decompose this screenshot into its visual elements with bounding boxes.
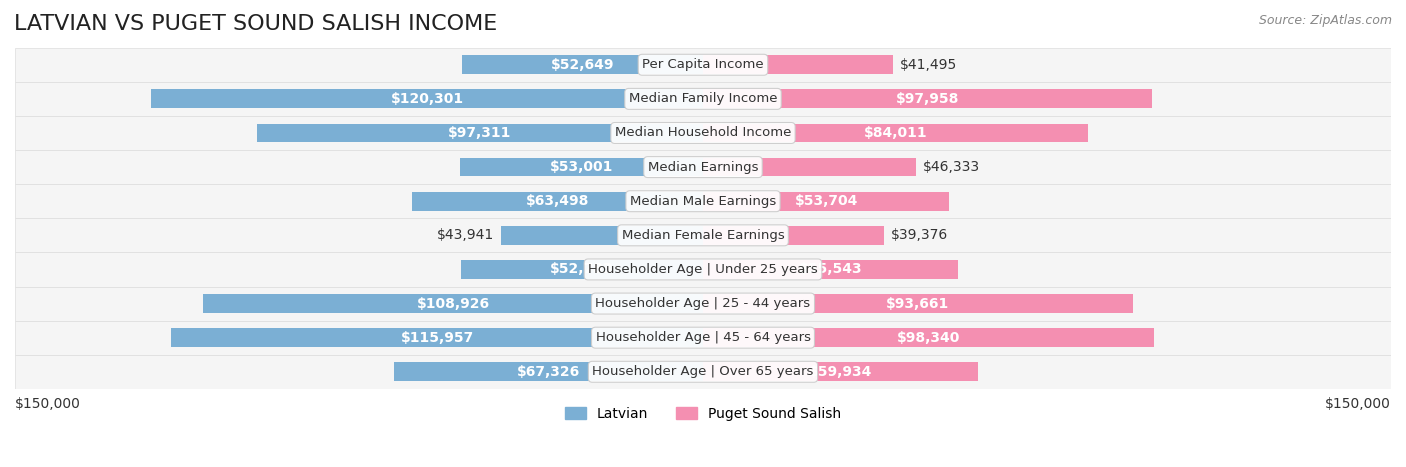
Bar xyxy=(502,226,703,245)
Text: $63,498: $63,498 xyxy=(526,194,589,208)
Bar xyxy=(204,294,703,313)
Text: Median Earnings: Median Earnings xyxy=(648,161,758,174)
Bar xyxy=(15,355,1391,389)
Text: $43,941: $43,941 xyxy=(437,228,495,242)
Bar xyxy=(703,56,893,74)
Legend: Latvian, Puget Sound Salish: Latvian, Puget Sound Salish xyxy=(560,401,846,426)
Text: $97,311: $97,311 xyxy=(449,126,512,140)
Text: Median Female Earnings: Median Female Earnings xyxy=(621,229,785,242)
Text: $93,661: $93,661 xyxy=(886,297,949,311)
Bar xyxy=(15,286,1391,321)
Bar xyxy=(15,218,1391,252)
Bar xyxy=(412,192,703,211)
Text: Householder Age | 45 - 64 years: Householder Age | 45 - 64 years xyxy=(596,331,810,344)
Text: $55,543: $55,543 xyxy=(799,262,862,276)
Text: $150,000: $150,000 xyxy=(1324,397,1391,411)
Bar xyxy=(703,192,949,211)
Bar xyxy=(15,321,1391,355)
Bar xyxy=(257,124,703,142)
Bar xyxy=(15,116,1391,150)
Bar xyxy=(460,158,703,177)
Bar xyxy=(703,158,915,177)
Text: $97,958: $97,958 xyxy=(896,92,959,106)
Text: $108,926: $108,926 xyxy=(416,297,489,311)
Text: Householder Age | Under 25 years: Householder Age | Under 25 years xyxy=(588,263,818,276)
Bar xyxy=(172,328,703,347)
Bar xyxy=(703,294,1133,313)
Text: Per Capita Income: Per Capita Income xyxy=(643,58,763,71)
Bar xyxy=(15,82,1391,116)
Text: $41,495: $41,495 xyxy=(900,58,957,72)
Bar xyxy=(152,90,703,108)
Bar xyxy=(703,362,979,381)
Bar xyxy=(394,362,703,381)
Bar xyxy=(15,252,1391,286)
Text: $52,649: $52,649 xyxy=(551,58,614,72)
Text: Median Household Income: Median Household Income xyxy=(614,127,792,140)
Text: $150,000: $150,000 xyxy=(15,397,82,411)
Text: $39,376: $39,376 xyxy=(890,228,948,242)
Text: Householder Age | Over 65 years: Householder Age | Over 65 years xyxy=(592,365,814,378)
Bar xyxy=(15,184,1391,218)
Bar xyxy=(15,48,1391,82)
Text: $46,333: $46,333 xyxy=(922,160,980,174)
Bar xyxy=(703,90,1153,108)
Text: Median Family Income: Median Family Income xyxy=(628,92,778,106)
Bar xyxy=(703,124,1088,142)
Text: $84,011: $84,011 xyxy=(863,126,928,140)
Text: $120,301: $120,301 xyxy=(391,92,464,106)
Text: Median Male Earnings: Median Male Earnings xyxy=(630,195,776,208)
Bar xyxy=(703,328,1154,347)
Bar xyxy=(461,260,703,279)
Text: $53,001: $53,001 xyxy=(550,160,613,174)
Bar xyxy=(703,226,883,245)
Bar xyxy=(15,150,1391,184)
Text: $115,957: $115,957 xyxy=(401,331,474,345)
Text: $59,934: $59,934 xyxy=(808,365,872,379)
Bar xyxy=(703,260,957,279)
Text: $98,340: $98,340 xyxy=(897,331,960,345)
Text: $52,783: $52,783 xyxy=(550,262,613,276)
Text: Source: ZipAtlas.com: Source: ZipAtlas.com xyxy=(1258,14,1392,27)
Text: LATVIAN VS PUGET SOUND SALISH INCOME: LATVIAN VS PUGET SOUND SALISH INCOME xyxy=(14,14,498,34)
Text: $53,704: $53,704 xyxy=(794,194,858,208)
Bar xyxy=(461,56,703,74)
Text: Householder Age | 25 - 44 years: Householder Age | 25 - 44 years xyxy=(595,297,811,310)
Text: $67,326: $67,326 xyxy=(517,365,581,379)
